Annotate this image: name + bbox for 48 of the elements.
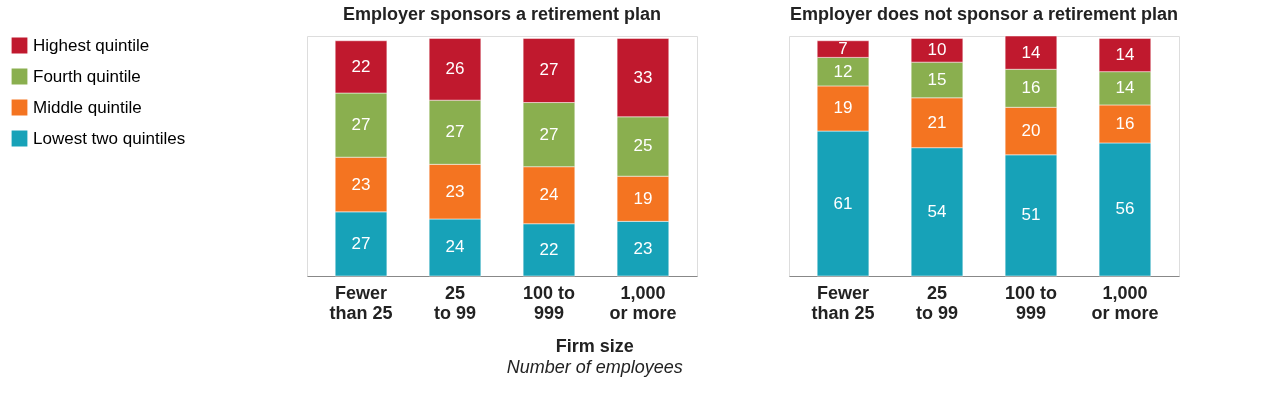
data-label: 27 [539, 124, 559, 144]
chart-title: Employer sponsors a retirement plan [342, 4, 662, 24]
x-tick-label: 100 to 999 [522, 282, 575, 323]
legend-label: Fourth quintile [33, 66, 141, 86]
x-axis-title: Firm size [555, 335, 634, 356]
x-tick-label: 25 to 99 [434, 282, 477, 323]
data-label: 54 [927, 201, 947, 221]
x-tick-label: Fewer than 25 [329, 282, 393, 323]
x-tick-label: 1,000 or more [1091, 282, 1159, 323]
x-tick-label: 100 to 999 [1004, 282, 1057, 323]
data-label: 22 [539, 239, 559, 259]
data-label: 19 [633, 188, 653, 208]
data-label: 23 [351, 174, 371, 194]
data-label: 24 [539, 185, 559, 205]
data-label: 14 [1115, 78, 1135, 98]
data-label: 27 [445, 122, 465, 142]
data-label: 12 [833, 61, 853, 81]
data-label: 14 [1021, 42, 1041, 62]
data-label: 16 [1115, 113, 1135, 133]
text: Number of employees [506, 356, 683, 377]
x-tick-label: Fewer than 25 [811, 282, 875, 323]
data-label: 7 [838, 39, 848, 59]
legend-label: Highest quintile [33, 35, 150, 55]
data-label: 33 [633, 67, 653, 87]
data-label: 10 [927, 40, 947, 60]
data-label: 23 [445, 181, 465, 201]
data-label: 26 [445, 59, 465, 79]
chart-title: Employer does not sponsor a retirement plan [789, 3, 1179, 24]
data-label: 22 [351, 56, 371, 76]
data-label: 25 [633, 136, 653, 156]
data-label: 24 [445, 237, 465, 257]
legend-label: Lowest two quintiles [33, 128, 186, 148]
data-label: 14 [1115, 45, 1135, 65]
data-label: 15 [927, 69, 947, 89]
data-label: 21 [927, 112, 947, 132]
data-label: 16 [1021, 78, 1041, 98]
x-tick-label: 1,000 or more [609, 282, 677, 323]
data-label: 51 [1021, 205, 1041, 225]
data-label: 56 [1115, 199, 1135, 219]
data-label: 23 [633, 238, 653, 258]
data-label: 27 [351, 233, 371, 253]
data-label: 27 [351, 115, 371, 135]
data-label: 61 [833, 193, 853, 213]
data-label: 19 [833, 98, 853, 118]
data-label: 27 [539, 60, 559, 80]
legend-label: Middle quintile [33, 97, 142, 117]
x-tick-label: 25 to 99 [916, 282, 959, 323]
data-label: 20 [1021, 121, 1041, 141]
